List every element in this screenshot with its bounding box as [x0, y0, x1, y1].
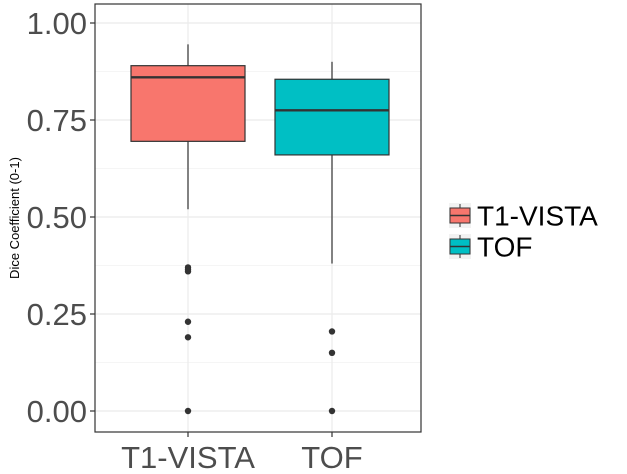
outlier-point — [184, 268, 192, 275]
y-tick-label: 0.75 — [27, 103, 87, 138]
outlier-point — [328, 349, 336, 356]
x-tick-label: T1-VISTA — [121, 440, 255, 474]
y-tick-label: 0.00 — [27, 394, 87, 429]
outlier-point — [328, 407, 336, 415]
legend-key-t1-vista — [449, 203, 471, 228]
y-tick-label: 0.50 — [27, 200, 87, 235]
outlier-point — [184, 407, 192, 415]
y-axis: 0.00 0.25 0.50 0.75 1.00 — [27, 6, 95, 429]
legend-label: T1-VISTA — [477, 201, 598, 232]
legend-key-tof — [449, 234, 471, 259]
outlier-point — [184, 334, 192, 341]
panel-border — [94, 3, 422, 433]
x-axis: T1-VISTA TOF — [121, 432, 363, 474]
x-tick-label: TOF — [301, 440, 362, 474]
legend-label: TOF — [477, 232, 532, 263]
y-tick-label: 1.00 — [27, 6, 87, 41]
outlier-point — [184, 318, 192, 325]
box-t1-vista — [130, 44, 246, 415]
y-axis-title: Dice Coefficient (0-1) — [7, 157, 22, 279]
box-tof — [274, 61, 390, 415]
boxes — [130, 44, 390, 415]
box-body — [274, 78, 390, 156]
y-tick-label: 0.25 — [27, 297, 87, 332]
outlier-point — [328, 328, 336, 335]
